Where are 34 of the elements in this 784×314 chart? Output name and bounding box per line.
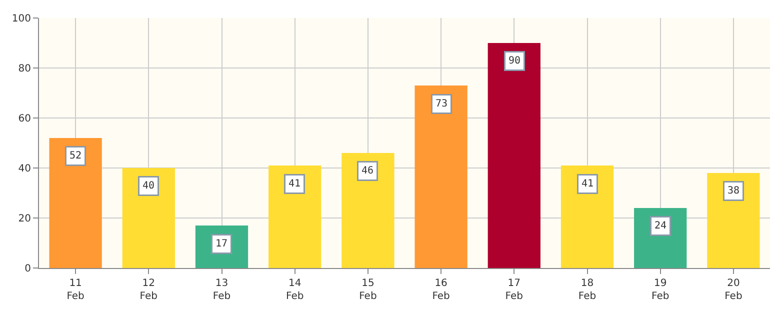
- data-label: 46: [362, 166, 374, 176]
- y-tick-label: 20: [18, 214, 31, 224]
- data-label: 40: [142, 180, 155, 192]
- x-tick-label: 15 Feb: [359, 278, 377, 302]
- data-label: 41: [582, 178, 594, 190]
- data-label: 38: [728, 186, 740, 196]
- y-tick-label: 80: [18, 64, 31, 74]
- bar: [342, 153, 394, 268]
- y-tick-label: 60: [18, 114, 31, 124]
- y-tick-label: 100: [12, 14, 31, 24]
- data-label: 73: [436, 98, 448, 110]
- y-tick-label: 40: [18, 164, 31, 174]
- y-tick-label: 0: [24, 264, 31, 274]
- bar: [414, 86, 468, 268]
- data-label: 52: [70, 150, 82, 162]
- bar: [707, 173, 760, 268]
- x-tick-label: 12 Feb: [140, 278, 158, 302]
- data-label: 90: [508, 56, 521, 66]
- x-tick-label: 19 Feb: [651, 278, 670, 302]
- bar: [560, 166, 614, 268]
- x-tick-label: 17 Feb: [505, 278, 524, 302]
- data-label: 24: [654, 220, 667, 232]
- x-tick-label: 16 Feb: [432, 278, 450, 302]
- bar: [49, 138, 102, 268]
- data-label: 17: [216, 238, 228, 250]
- x-tick-label: 13 Feb: [212, 278, 231, 302]
- x-tick-label: 14 Feb: [286, 278, 304, 302]
- x-tick-label: 20 Feb: [724, 278, 742, 302]
- data-label: 41: [288, 178, 301, 190]
- bar: [268, 166, 322, 268]
- x-tick-label: 11 Feb: [66, 278, 84, 302]
- bar: [122, 168, 175, 268]
- x-tick-label: 18 Feb: [578, 278, 596, 302]
- bar: [488, 43, 540, 268]
